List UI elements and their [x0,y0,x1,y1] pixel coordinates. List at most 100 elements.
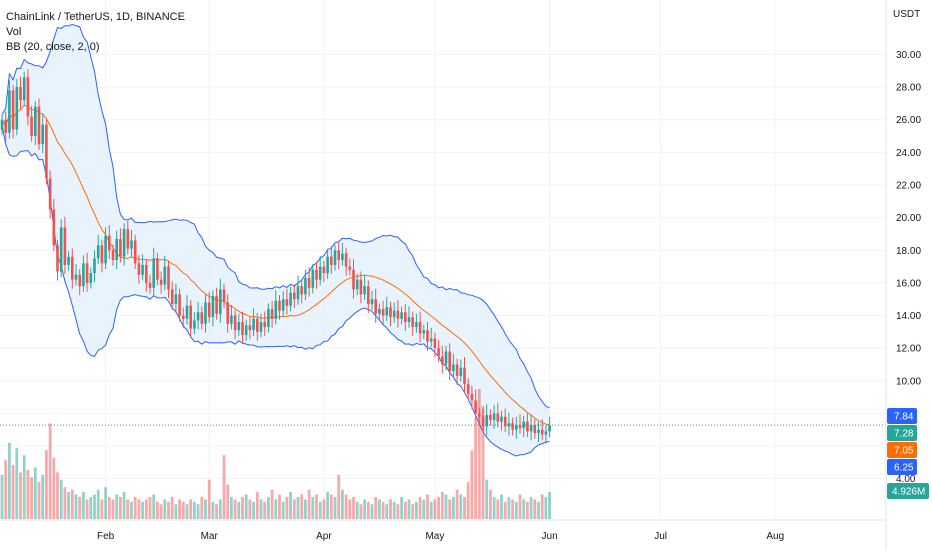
candle-body [337,250,340,261]
volume-bar [300,494,304,519]
candle-body [78,274,81,287]
candle-body [448,351,451,371]
candle [111,244,115,266]
candle [196,301,200,330]
candle [322,260,326,283]
candle-body [174,294,178,305]
candle-body [344,253,348,267]
candle-body [330,256,333,265]
candle-body [108,235,111,251]
candle [448,343,451,380]
candle-body [204,302,207,324]
volume-bar [307,489,311,519]
candle-body [363,286,366,295]
candle [426,322,429,351]
candle-body [263,322,266,327]
candle [78,269,81,296]
candle [389,301,392,327]
candle-body [492,413,496,420]
volume-bar [144,499,148,519]
candle [263,311,266,336]
volume-bar [100,499,104,519]
candle [500,410,503,431]
candle [0,114,4,136]
candle [318,255,322,286]
volume-bar [396,504,400,519]
volume-bar [407,499,411,519]
candle-body [304,278,307,295]
volume-bar [459,494,463,519]
candle [463,357,466,394]
candle-body [370,299,374,305]
volume-bar [533,499,537,519]
candle-body [11,90,15,130]
time-axis[interactable]: Feb Mar Apr May Jun Jul Aug [97,531,784,542]
time-tick-label: Feb [97,531,115,542]
bollinger-indicator-label[interactable]: BB (20, close, 2, 0) [6,41,100,53]
candle [437,340,440,363]
volume-bar [403,501,407,519]
candle [52,198,56,252]
candle [215,287,218,320]
candle [211,290,215,327]
candle-body [19,87,22,101]
candle-body [193,320,196,329]
volume-bar [448,499,452,519]
candle [526,413,529,438]
candle-body [182,315,185,319]
volume-bar [522,499,526,519]
candle-body [122,229,126,257]
candle-body [185,305,189,319]
volume-bar [218,499,222,519]
candle [407,306,411,328]
volume-bar [463,496,466,519]
candle [544,425,548,444]
volume-bar [185,504,189,519]
volume-indicator-label[interactable]: Vol [6,26,22,38]
candle-body [241,322,244,336]
candle [85,252,89,292]
volume-bar [548,492,551,519]
volume-badge-bg [887,483,929,499]
volume-badge-label: 4.926M [892,487,925,498]
symbol-title[interactable]: ChainLink / TetherUS, 1D, BINANCE [6,11,185,23]
candle [182,307,185,328]
volume-bar [248,499,252,519]
candle [326,248,329,279]
volume-bar [122,492,126,519]
candle-body [433,338,437,349]
volume-bar [374,496,378,519]
candle-body [100,245,104,264]
candle-body [233,315,237,331]
candle [104,227,107,270]
volume-bar [252,501,255,519]
candle [529,414,533,441]
candle [226,294,229,333]
volume-bar [455,489,459,519]
candle-body [526,421,529,432]
candle [74,264,78,286]
price-badge-bb-lower: 6.25 [887,459,917,476]
candle [19,76,22,110]
candle [533,419,537,439]
candle [548,417,551,438]
price-badge-label: 7.05 [894,446,914,457]
volume-bar [22,455,26,519]
candle-body [452,364,455,371]
candle [503,408,507,433]
volume-bar [159,504,163,519]
candle [344,247,348,276]
candle-body [385,307,389,316]
candle-body [474,400,477,414]
candle [89,267,93,289]
candle [204,294,207,333]
time-tick-label: Apr [316,531,332,542]
volume-bar [200,496,204,519]
candle [444,345,448,371]
candle [170,281,174,310]
volume-bar [78,496,82,519]
candle-body [52,209,56,246]
candle [363,275,366,301]
